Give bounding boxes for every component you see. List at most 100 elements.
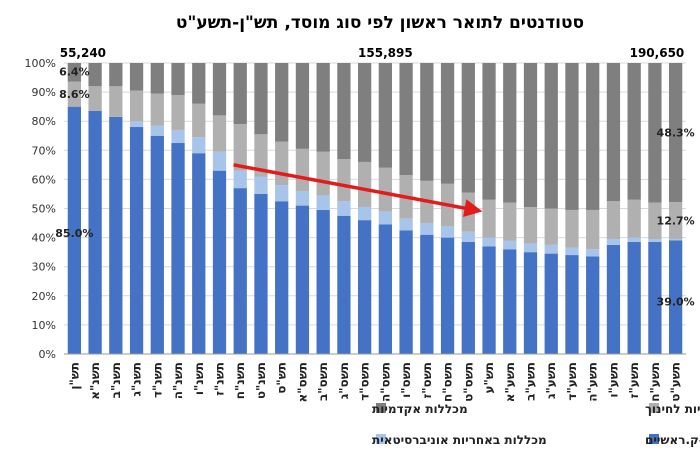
bar-segment	[668, 202, 683, 240]
y-tick-label: 90%	[32, 86, 56, 99]
legend-label: מכללות אקדמיות לחינוך	[645, 402, 700, 416]
bar-segment	[606, 244, 621, 354]
bar-segment	[212, 151, 227, 171]
x-tick-label: תשנ"ז	[213, 362, 227, 396]
bar-segment	[420, 223, 434, 235]
x-tick-label: תשע"ד	[565, 362, 579, 401]
bar-segment	[357, 220, 372, 354]
bar-segment	[523, 63, 538, 208]
legend-label: מכללות באחריות אוניברסיטאית	[372, 433, 547, 447]
bar-segment	[88, 86, 102, 112]
bar-segment	[503, 63, 517, 203]
bar-segment	[295, 205, 310, 354]
bar-segment	[171, 95, 185, 130]
bar-segment	[212, 63, 227, 116]
bar-segment	[254, 193, 268, 354]
bar-segment	[171, 63, 185, 96]
bar-segment	[316, 63, 330, 152]
bar-segment	[233, 124, 247, 171]
bar-segment	[482, 246, 496, 354]
bar-segment	[109, 116, 123, 355]
bar-segment	[275, 201, 289, 354]
x-tick-label: תש"ס	[275, 362, 289, 394]
bar-segment	[129, 63, 144, 91]
x-tick-label: תשס"ב	[316, 362, 330, 401]
bar-segment	[233, 188, 247, 354]
x-tick-label: תשנ"ה	[171, 362, 185, 399]
x-tick-label: תשס"ג	[337, 362, 351, 399]
bar-segment	[337, 215, 351, 354]
bar-segment	[606, 63, 621, 202]
bar-segment	[67, 81, 82, 107]
bar-segment	[544, 253, 558, 354]
x-tick-label: תשס"ו	[399, 362, 413, 398]
bar-segment	[192, 63, 206, 104]
bar-segment	[648, 241, 662, 354]
bar-segment	[233, 63, 247, 125]
bar-segment	[440, 237, 455, 354]
bar-segment	[316, 151, 330, 196]
bar-segment	[88, 111, 102, 354]
bar-segment	[295, 63, 310, 149]
bar-segment	[150, 63, 164, 94]
bar-segment	[378, 224, 393, 354]
bar-segment	[150, 125, 164, 136]
x-tick-label: תשע"ג	[544, 362, 558, 399]
y-tick-label: 0%	[39, 348, 56, 361]
x-tick-label: תשס"ה	[378, 362, 392, 402]
bars	[67, 63, 683, 355]
x-tick-label: תשע"ט	[669, 362, 683, 402]
y-tick-label: 30%	[32, 261, 56, 274]
bar-segment	[171, 129, 185, 144]
bar-segment	[129, 121, 144, 128]
bar-segment	[254, 63, 268, 135]
bar-segment	[109, 63, 123, 87]
data-labels: 6.4% 8.6% 85.0% 48.3% 12.7% 39.0%	[55, 65, 694, 308]
bar-segment	[316, 209, 330, 354]
bar-segment	[275, 63, 289, 142]
bar-segment	[378, 211, 393, 225]
x-tick-label: תשע"ו	[606, 362, 620, 398]
bar-segment	[482, 237, 496, 247]
bar-segment	[544, 244, 558, 254]
bar-segment	[627, 237, 641, 242]
bar-segment	[461, 63, 475, 193]
trend-arrow	[233, 163, 483, 217]
y-tick-label: 100%	[25, 57, 56, 70]
bar-segment	[420, 63, 434, 181]
x-tick-label: תשנ"ח	[233, 362, 247, 399]
y-tick-label: 80%	[32, 115, 56, 128]
bar-segment	[565, 63, 579, 210]
bar-segment	[586, 209, 600, 250]
bar-segment	[440, 63, 455, 184]
bar-segment	[88, 63, 102, 87]
bar-segment	[129, 127, 144, 355]
bar-segment	[212, 170, 227, 354]
legend-swatch	[376, 403, 386, 413]
bar-segment	[668, 240, 683, 354]
bar-segment	[668, 63, 683, 203]
data-label: 6.4%	[59, 65, 90, 78]
x-tick-label: תשע"ח	[648, 362, 662, 402]
legend-swatch	[376, 434, 386, 444]
bar-segment	[212, 115, 227, 152]
bar-segment	[523, 252, 538, 354]
bar-segment	[668, 239, 683, 241]
x-tick-label: תשנ"ד	[150, 362, 164, 398]
bar-segment	[523, 207, 538, 244]
bar-segment	[150, 135, 164, 354]
bar-segment	[565, 255, 579, 354]
data-label: 48.3%	[657, 127, 695, 140]
y-tick-label: 60%	[32, 173, 56, 186]
legend-label: אוניברסיטאות-ק.ראשיים	[645, 433, 700, 447]
y-tick-label: 40%	[32, 232, 56, 245]
y-tick-label: 70%	[32, 144, 56, 157]
bar-segment	[67, 63, 82, 82]
y-axis: 0% 10% 20% 30% 40% 50% 60% 70% 80% 90% 100%	[25, 57, 56, 361]
bar-segment	[129, 90, 144, 122]
bar-segment	[461, 241, 475, 354]
bar-segment	[586, 63, 600, 210]
bar-segment	[357, 161, 372, 208]
bar-segment	[544, 208, 558, 245]
bar-segment	[503, 202, 517, 241]
